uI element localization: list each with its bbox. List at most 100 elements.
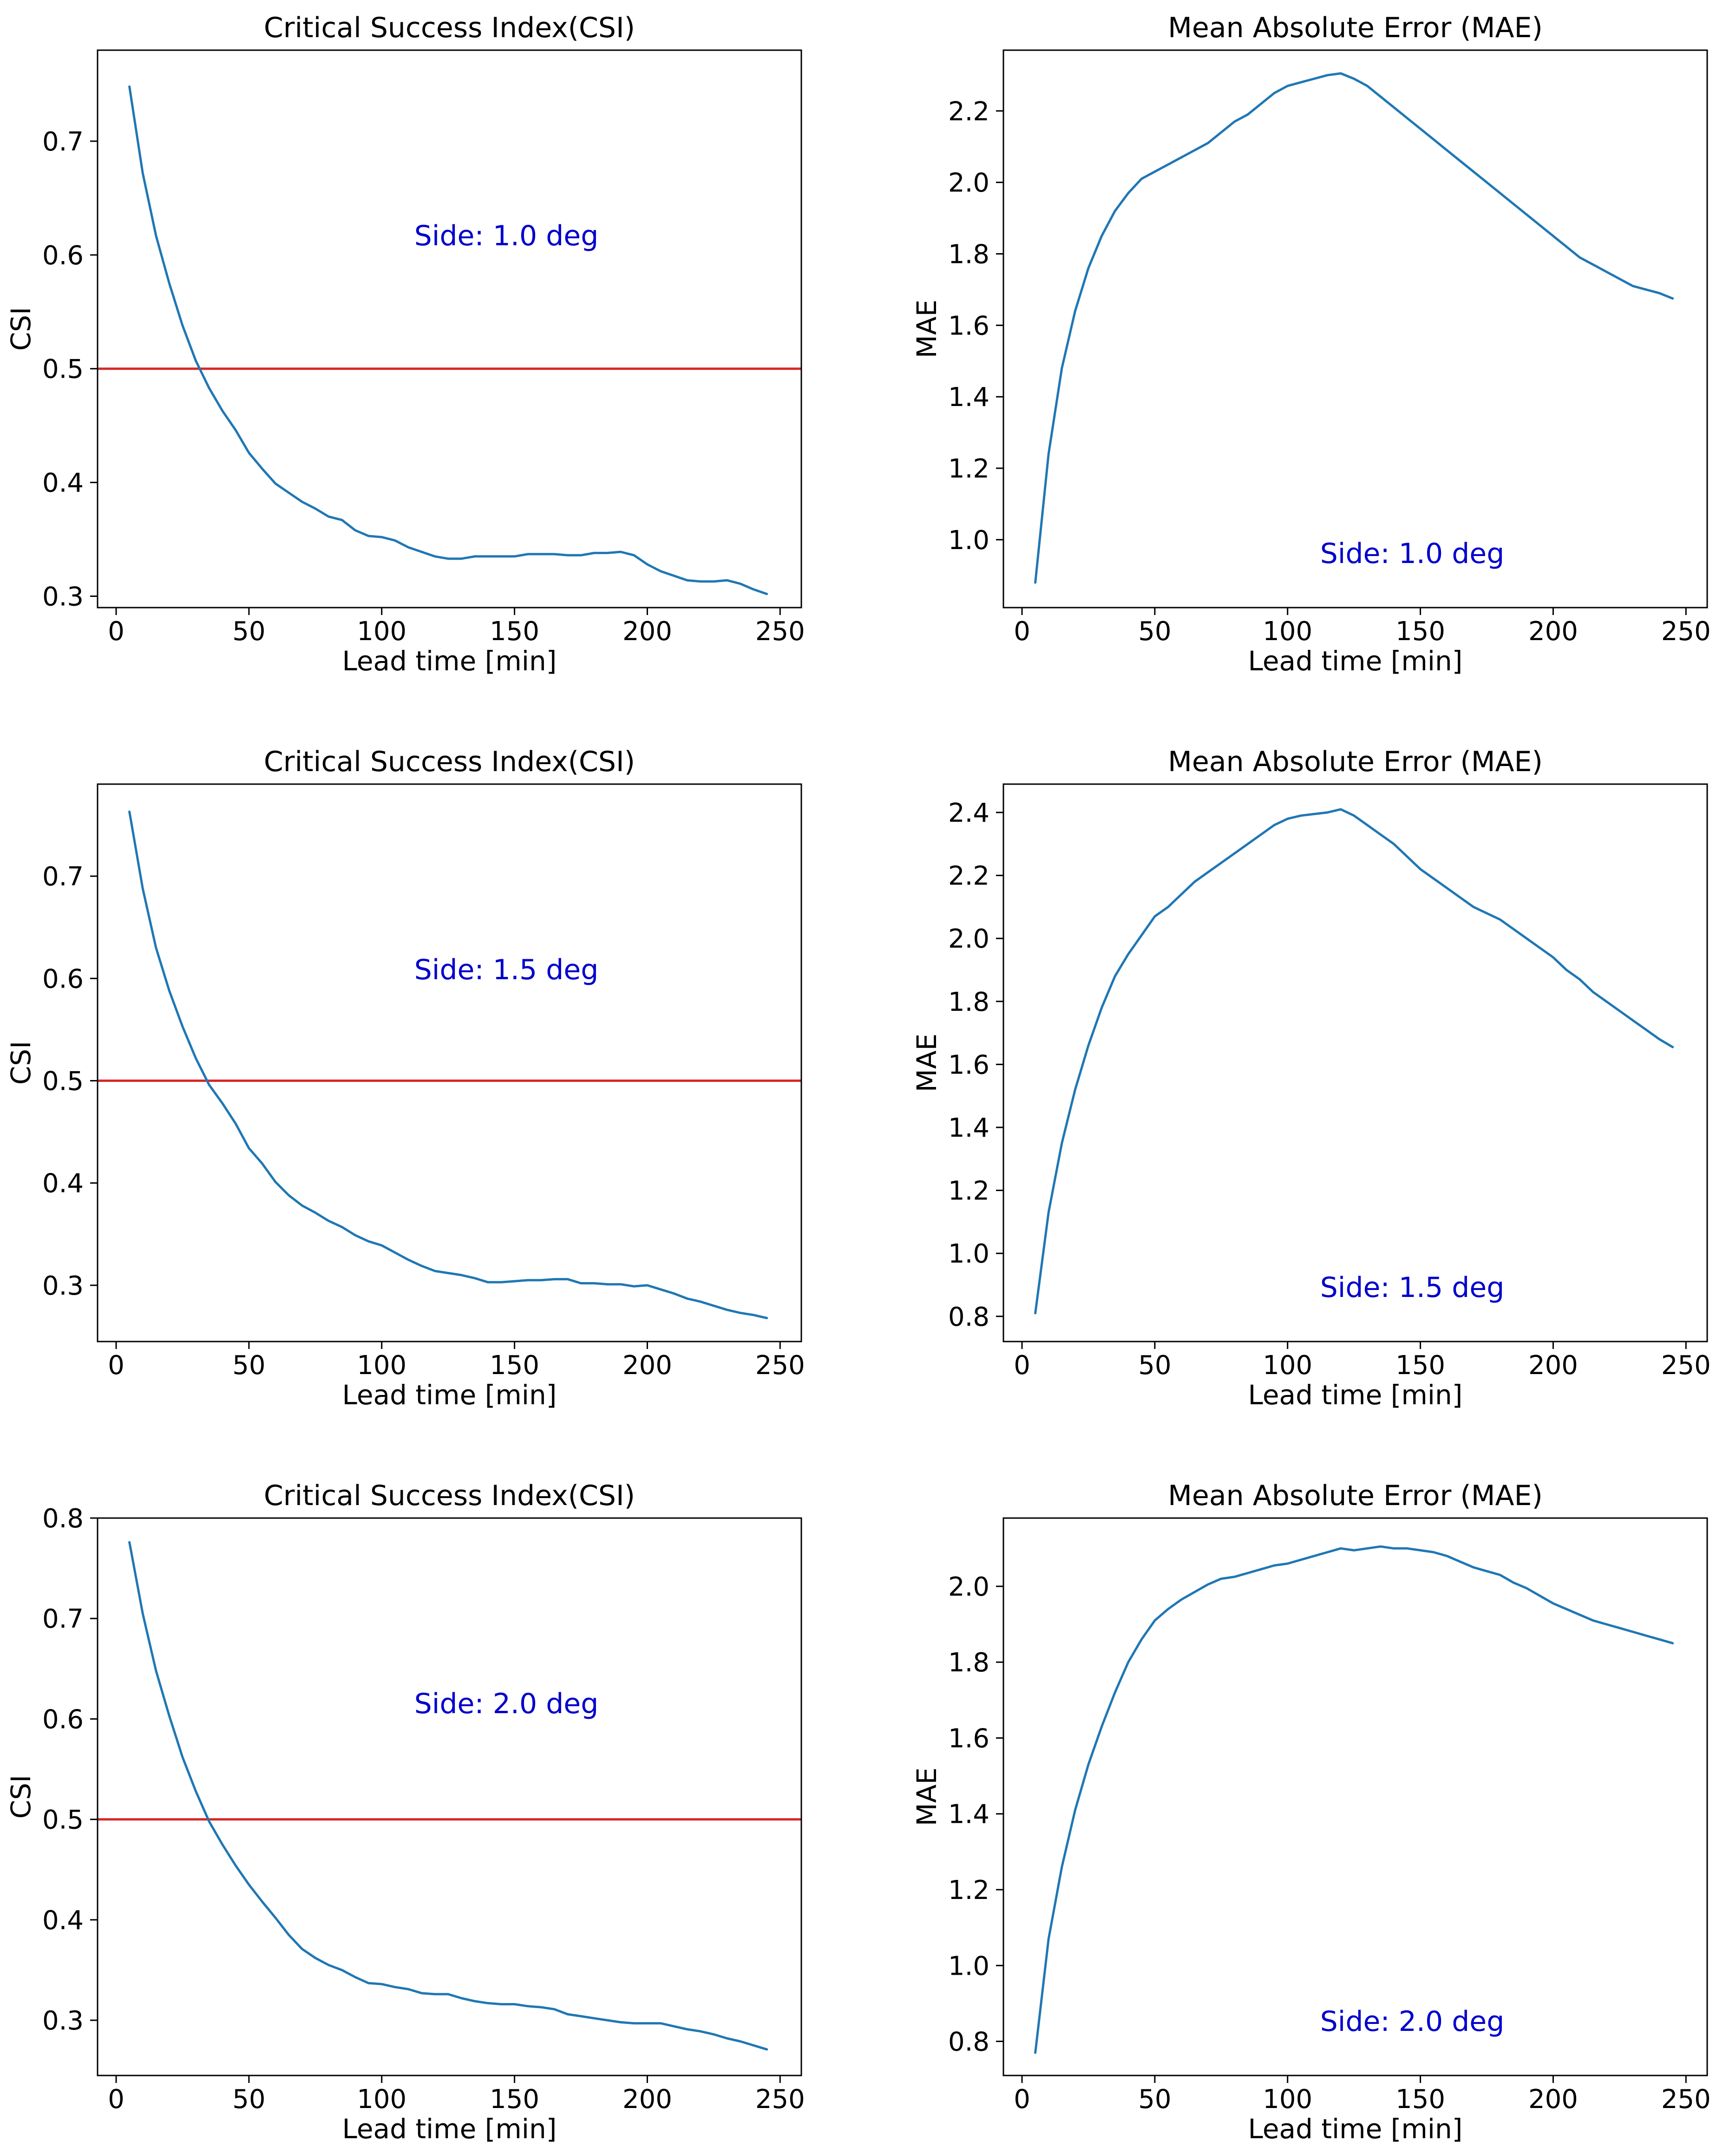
chart-title: Mean Absolute Error (MAE) xyxy=(1168,12,1543,44)
x-tick-label: 50 xyxy=(1138,1350,1171,1381)
y-tick-label: 0.4 xyxy=(42,468,84,498)
y-tick-label: 0.8 xyxy=(948,1302,989,1332)
y-tick-label: 0.8 xyxy=(948,2027,989,2057)
x-tick-label: 150 xyxy=(490,1350,539,1381)
x-tick-label: 150 xyxy=(490,2084,539,2115)
y-tick-label: 0.3 xyxy=(42,1271,84,1301)
x-tick-label: 250 xyxy=(1661,616,1711,647)
x-tick-label: 200 xyxy=(622,2084,672,2115)
y-tick-label: 0.5 xyxy=(42,354,84,385)
y-tick-label: 2.2 xyxy=(948,861,989,891)
y-tick-label: 1.4 xyxy=(948,382,989,412)
y-tick-label: 1.6 xyxy=(948,1050,989,1080)
y-tick-label: 1.2 xyxy=(948,1875,989,1905)
x-tick-label: 200 xyxy=(622,616,672,647)
side-annotation: Side: 2.0 deg xyxy=(1320,2005,1505,2038)
y-tick-label: 0.6 xyxy=(42,241,84,271)
x-tick-label: 200 xyxy=(622,1350,672,1381)
side-annotation: Side: 1.0 deg xyxy=(414,220,599,252)
y-axis-label: MAE xyxy=(911,1034,943,1092)
x-tick-label: 100 xyxy=(1263,616,1312,647)
x-tick-label: 150 xyxy=(1395,2084,1445,2115)
x-tick-label: 250 xyxy=(1661,1350,1711,1381)
y-tick-label: 1.4 xyxy=(948,1800,989,1830)
x-tick-label: 250 xyxy=(755,2084,805,2115)
y-tick-label: 0.5 xyxy=(42,1805,84,1835)
y-tick-label: 1.0 xyxy=(948,1951,989,1981)
x-tick-label: 100 xyxy=(357,616,406,647)
x-tick-label: 150 xyxy=(1395,616,1445,647)
panel-csi-1: Critical Success Index(CSI) 0 50 100 150 200 2… xyxy=(5,12,805,677)
y-tick-label: 0.7 xyxy=(42,1604,84,1634)
plot-area-frame xyxy=(97,1517,802,2076)
series-line xyxy=(128,810,768,1319)
x-tick-label: 50 xyxy=(232,1350,265,1381)
y-tick-label: 2.0 xyxy=(948,168,989,198)
y-tick-label: 1.2 xyxy=(948,454,989,484)
x-tick-label: 250 xyxy=(755,1350,805,1381)
y-tick-label: 0.7 xyxy=(42,862,84,892)
panel-mae-2: Mean Absolute Error (MAE) 0 50 100 150 200 250… xyxy=(911,1480,1711,2145)
plot-area-frame xyxy=(97,783,802,1342)
y-tick-label: 0.6 xyxy=(42,964,84,994)
series-line xyxy=(1034,808,1674,1315)
chart-title: Mean Absolute Error (MAE) xyxy=(1168,1480,1543,1512)
y-tick-label: 1.2 xyxy=(948,1176,989,1206)
side-annotation: Side: 1.0 deg xyxy=(1320,537,1505,570)
y-tick-label: 1.0 xyxy=(948,525,989,556)
x-tick-label: 50 xyxy=(1138,2084,1171,2115)
y-tick-label: 2.0 xyxy=(948,1572,989,1602)
y-tick-label: 1.0 xyxy=(948,1239,989,1269)
panel-mae-15: Mean Absolute Error (MAE) 0 50 100 150 200 250… xyxy=(911,746,1711,1411)
y-tick-label: 1.6 xyxy=(948,311,989,341)
panel-csi-15: Critical Success Index(CSI) 0 50 100 150 200 2… xyxy=(5,746,805,1411)
x-axis-label: Lead time [min] xyxy=(342,2113,557,2145)
chart-title: Mean Absolute Error (MAE) xyxy=(1168,746,1543,778)
side-annotation: Side: 2.0 deg xyxy=(414,1688,599,1720)
series-line xyxy=(128,85,768,596)
y-axis-label: MAE xyxy=(911,300,943,358)
x-tick-label: 0 xyxy=(1014,2084,1030,2115)
x-tick-label: 50 xyxy=(232,2084,265,2115)
chart-title: Critical Success Index(CSI) xyxy=(264,1480,635,1512)
chart-title: Critical Success Index(CSI) xyxy=(264,12,635,44)
y-tick-label: 1.4 xyxy=(948,1113,989,1143)
plot-area-frame xyxy=(97,49,802,609)
x-axis-label: Lead time [min] xyxy=(342,1379,557,1411)
y-tick-label: 0.4 xyxy=(42,1169,84,1199)
x-tick-label: 150 xyxy=(490,616,539,647)
y-tick-label: 2.4 xyxy=(948,798,989,828)
y-tick-label: 0.6 xyxy=(42,1704,84,1735)
panel-mae-1: Mean Absolute Error (MAE) 0 50 100 150 200 250… xyxy=(911,12,1711,677)
y-tick-label: 2.2 xyxy=(948,97,989,127)
y-tick-label: 0.4 xyxy=(42,1905,84,1936)
x-tick-label: 100 xyxy=(357,1350,406,1381)
chart-title: Critical Success Index(CSI) xyxy=(264,746,635,778)
x-tick-label: 0 xyxy=(108,1350,124,1381)
y-tick-label: 1.6 xyxy=(948,1723,989,1754)
y-axis-label: CSI xyxy=(5,1041,37,1085)
panel-csi-2: Critical Success Index(CSI) 0 50 100 150 200 2… xyxy=(5,1480,805,2145)
y-axis-label: CSI xyxy=(5,307,37,351)
y-tick-label: 0.3 xyxy=(42,582,84,612)
x-axis-label: Lead time [min] xyxy=(342,645,557,677)
x-tick-label: 100 xyxy=(1263,1350,1312,1381)
x-tick-label: 0 xyxy=(108,616,124,647)
x-axis-label: Lead time [min] xyxy=(1248,1379,1463,1411)
x-tick-label: 0 xyxy=(108,2084,124,2115)
plot-area-frame xyxy=(1002,783,1708,1342)
series-line xyxy=(128,1541,768,2051)
x-tick-label: 200 xyxy=(1528,616,1578,647)
x-tick-label: 250 xyxy=(755,616,805,647)
y-tick-label: 1.8 xyxy=(948,239,989,269)
plot-area-frame xyxy=(1002,49,1708,609)
x-tick-label: 200 xyxy=(1528,2084,1578,2115)
y-tick-label: 1.8 xyxy=(948,987,989,1017)
y-axis-label: CSI xyxy=(5,1775,37,1819)
y-tick-label: 0.3 xyxy=(42,2006,84,2036)
x-tick-label: 0 xyxy=(1014,1350,1030,1381)
plot-area-frame xyxy=(1002,1517,1708,2076)
x-tick-label: 50 xyxy=(232,616,265,647)
side-annotation: Side: 1.5 deg xyxy=(1320,1271,1505,1304)
x-tick-label: 200 xyxy=(1528,1350,1578,1381)
